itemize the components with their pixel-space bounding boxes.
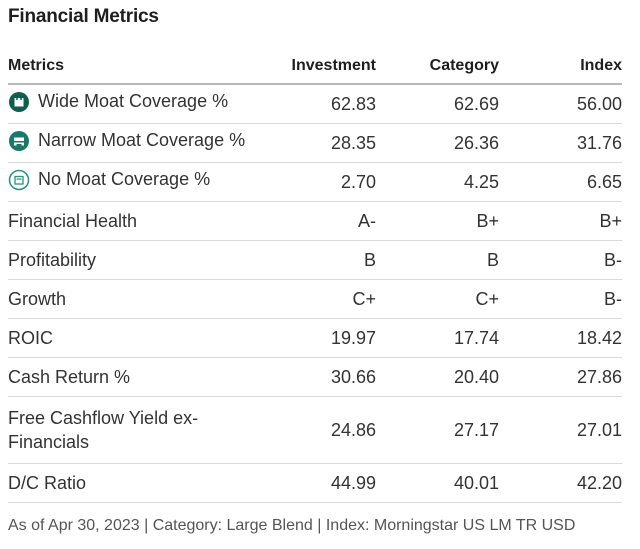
index-value: 56.00 xyxy=(499,84,622,124)
index-value: B- xyxy=(499,279,622,319)
investment-value: C+ xyxy=(270,279,376,319)
metric-label: No Moat Coverage % xyxy=(38,169,211,189)
metric-label: Cash Return % xyxy=(8,357,270,397)
investment-value: 44.99 xyxy=(270,463,376,503)
row-label-cell: Free Cashflow Yield ex- Financials xyxy=(8,396,270,464)
metric-label: ROIC xyxy=(8,318,270,358)
wide-moat-icon xyxy=(9,91,29,112)
narrow-moat-icon xyxy=(9,130,29,151)
category-value: 26.36 xyxy=(376,123,499,163)
table-header-row: Metrics Investment Category Index xyxy=(8,48,622,85)
metrics-table: Metrics Investment Category Index Wide M… xyxy=(8,48,622,503)
index-value: B- xyxy=(499,240,622,280)
category-value: 27.17 xyxy=(376,396,499,464)
metric-label: D/C Ratio xyxy=(8,463,270,503)
col-header-index: Index xyxy=(499,48,622,85)
index-value: 6.65 xyxy=(499,162,622,202)
category-value: 20.40 xyxy=(376,357,499,397)
index-value: 31.76 xyxy=(499,123,622,163)
index-value: 18.42 xyxy=(499,318,622,358)
investment-value: 62.83 xyxy=(270,84,376,124)
metric-label: Wide Moat Coverage % xyxy=(38,91,229,111)
index-value: 27.86 xyxy=(499,357,622,397)
table-row: Narrow Moat Coverage % 28.35 26.36 31.76 xyxy=(8,123,622,163)
category-value: 40.01 xyxy=(376,463,499,503)
investment-value: 30.66 xyxy=(270,357,376,397)
category-value: 62.69 xyxy=(376,84,499,124)
category-value: 17.74 xyxy=(376,318,499,358)
metric-label: Profitability xyxy=(8,240,270,280)
metric-label-line1: Free Cashflow Yield ex- xyxy=(8,408,199,428)
metric-label: Narrow Moat Coverage % xyxy=(38,130,246,150)
table-row: Profitability B B B- xyxy=(8,240,622,280)
index-value: 27.01 xyxy=(499,396,622,464)
investment-value: B xyxy=(270,240,376,280)
table-row: Financial Health A- B+ B+ xyxy=(8,201,622,241)
metric-label: Growth xyxy=(8,279,270,319)
col-header-metrics: Metrics xyxy=(8,48,270,85)
col-header-category: Category xyxy=(376,48,499,85)
investment-value: 24.86 xyxy=(270,396,376,464)
panel-title: Financial Metrics xyxy=(8,6,159,27)
footnote: As of Apr 30, 2023 | Category: Large Ble… xyxy=(8,517,576,534)
investment-value: 2.70 xyxy=(270,162,376,202)
table-row: D/C Ratio 44.99 40.01 42.20 xyxy=(8,463,622,503)
row-label-cell: No Moat Coverage % xyxy=(8,162,270,202)
table-row: ROIC 19.97 17.74 18.42 xyxy=(8,318,622,358)
metric-label-line2: Financials xyxy=(8,432,90,452)
investment-value: 19.97 xyxy=(270,318,376,358)
table-row: Wide Moat Coverage % 62.83 62.69 56.00 xyxy=(8,84,622,124)
investment-value: A- xyxy=(270,201,376,241)
index-value: 42.20 xyxy=(499,463,622,503)
table-row: Free Cashflow Yield ex- Financials 24.86… xyxy=(8,396,622,464)
table-row: Cash Return % 30.66 20.40 27.86 xyxy=(8,357,622,397)
table-row: No Moat Coverage % 2.70 4.25 6.65 xyxy=(8,162,622,202)
no-moat-icon xyxy=(8,169,30,190)
col-header-investment: Investment xyxy=(270,48,376,85)
category-value: B+ xyxy=(376,201,499,241)
row-label-cell: Narrow Moat Coverage % xyxy=(8,123,270,163)
category-value: B xyxy=(376,240,499,280)
investment-value: 28.35 xyxy=(270,123,376,163)
index-value: B+ xyxy=(499,201,622,241)
table-row: Growth C+ C+ B- xyxy=(8,279,622,319)
metric-label: Financial Health xyxy=(8,201,270,241)
row-label-cell: Wide Moat Coverage % xyxy=(8,84,270,124)
category-value: C+ xyxy=(376,279,499,319)
category-value: 4.25 xyxy=(376,162,499,202)
